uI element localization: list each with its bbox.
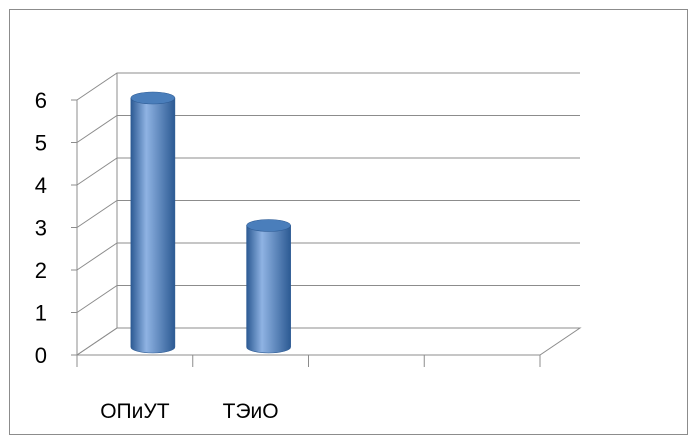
y-tick-label: 3 [35,216,47,241]
y-tick-label: 5 [35,131,47,156]
x-category-label: ТЭиО [223,400,279,423]
y-tick-label: 6 [35,88,47,113]
y-tick-label: 2 [35,258,47,283]
bar [130,91,176,354]
y-tick-label: 0 [35,343,47,368]
y-tick-label: 1 [35,301,47,326]
chart-frame [9,9,688,435]
bars [130,91,291,354]
y-tick-label: 4 [35,173,47,198]
x-category-label: ОПиУТ [100,400,169,423]
axis-labels: 0 1 2 3 4 5 6 ОПиУТ ТЭиО [35,88,279,423]
chart-floor [75,327,582,356]
bar [246,219,291,354]
axes [71,99,582,367]
